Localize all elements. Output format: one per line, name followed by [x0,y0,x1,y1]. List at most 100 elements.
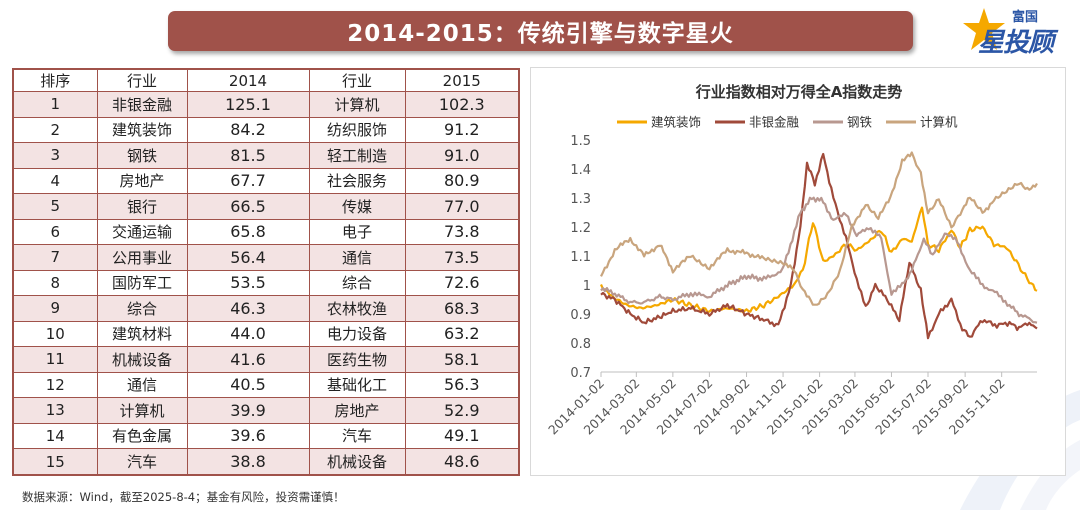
value-2015-cell: 56.3 [404,371,520,399]
series-line-2 [600,152,1038,340]
legend-label-3: 钢铁 [847,115,873,130]
table-header-row: 排序 行业 2014 行业 2015 [12,68,520,92]
table-row: 14 有色金属 39.6 汽车 49.1 [12,422,520,450]
value-2014-cell: 81.5 [186,142,310,169]
industry-2014-cell: 汽车 [96,448,188,476]
industry-2015-cell: 通信 [308,244,406,271]
value-2015-cell: 91.2 [404,116,520,144]
industry-2015-cell: 社会服务 [308,167,406,195]
industry-2014-cell: 非银金融 [96,91,188,118]
brand-logo: 富国 星投顾 [962,4,1074,58]
value-2014-cell: 46.3 [186,295,310,322]
rank-cell: 4 [12,167,98,195]
value-2015-cell: 73.8 [404,218,520,246]
rank-cell: 13 [12,397,98,424]
industry-ranking-table: 排序 行业 2014 行业 2015 1 非银金融 125.1 计算机 102.3 2 建筑… [12,68,520,476]
series-line-1 [600,206,1038,314]
legend-label-1: 建筑装饰 [651,115,701,130]
table-row: 13 计算机 39.9 房地产 52.9 [12,397,520,424]
rank-cell: 14 [12,422,98,450]
industry-2014-cell: 建筑材料 [96,320,188,348]
industry-2014-cell: 银行 [96,193,188,220]
industry-2014-cell: 通信 [96,371,188,399]
table-row: 3 钢铁 81.5 轻工制造 91.0 [12,142,520,169]
table-row: 11 机械设备 41.6 医药生物 58.1 [12,346,520,373]
value-2015-cell: 49.1 [404,422,520,450]
value-2014-cell: 38.8 [186,448,310,476]
industry-2014-cell: 综合 [96,295,188,322]
value-2014-cell: 39.9 [186,397,310,424]
value-2014-cell: 53.5 [186,269,310,297]
industry-2015-cell: 基础化工 [308,371,406,399]
table-row: 6 交通运输 65.8 电子 73.8 [12,218,520,246]
value-2015-cell: 68.3 [404,295,520,322]
value-2015-cell: 91.0 [404,142,520,169]
legend-label-4: 计算机 [920,115,958,130]
rank-cell: 15 [12,448,98,476]
value-2014-cell: 66.5 [186,193,310,220]
value-2015-cell: 52.9 [404,397,520,424]
logo-top-text: 富国 [1012,10,1039,25]
value-2014-cell: 41.6 [186,346,310,373]
industry-2015-cell: 轻工制造 [308,142,406,169]
value-2014-cell: 84.2 [186,116,310,144]
y-tick-label: 1 [583,279,591,294]
rank-cell: 3 [12,142,98,169]
rank-cell: 9 [12,295,98,322]
value-2015-cell: 72.6 [404,269,520,297]
y-tick-label: 1.2 [570,221,591,236]
industry-2014-cell: 机械设备 [96,346,188,373]
rank-cell: 12 [12,371,98,399]
table-row: 5 银行 66.5 传媒 77.0 [12,193,520,220]
chart-title: 行业指数相对万得全A指数走势 [695,83,903,101]
industry-2014-cell: 公用事业 [96,244,188,271]
star-logo-icon [963,8,1005,50]
table-row: 8 国防军工 53.5 综合 72.6 [12,269,520,297]
industry-2014-cell: 有色金属 [96,422,188,450]
header-value-2014: 2014 [186,68,310,92]
table-body: 1 非银金融 125.1 计算机 102.3 2 建筑装饰 84.2 纺织服饰 91.2 3 钢铁 81… [12,91,520,476]
header-industry-2014: 行业 [96,68,188,92]
rank-cell: 8 [12,269,98,297]
value-2015-cell: 58.1 [404,346,520,373]
table-row: 9 综合 46.3 农林牧渔 68.3 [12,295,520,322]
industry-2015-cell: 房地产 [308,397,406,424]
header-industry-2015: 行业 [308,68,406,92]
chart-panel: 行业指数相对万得全A指数走势建筑装饰 非银金融 钢铁 计算机 1.5 1.4 1.3 1.2 1… [530,67,1066,476]
value-2014-cell: 67.7 [186,167,310,195]
value-2015-cell: 48.6 [404,448,520,476]
logo-main-text: 星投顾 [978,28,1054,58]
industry-2014-cell: 计算机 [96,397,188,424]
industry-2014-cell: 房地产 [96,167,188,195]
y-tick-label: 0.7 [570,366,591,381]
rank-cell: 2 [12,116,98,144]
rank-cell: 11 [12,346,98,373]
industry-2014-cell: 钢铁 [96,142,188,169]
value-2015-cell: 63.2 [404,320,520,348]
source-note: 数据来源：Wind，截至2025-8-4；基金有风险，投资需谨慎！ [22,490,345,504]
legend-label-2: 非银金融 [749,115,800,130]
series-line-3 [600,196,1038,324]
industry-2015-cell: 传媒 [308,193,406,220]
y-tick-label: 1.4 [570,163,591,178]
table-row: 2 建筑装饰 84.2 纺织服饰 91.2 [12,116,520,144]
rank-cell: 10 [12,320,98,348]
industry-2015-cell: 电力设备 [308,320,406,348]
table-row: 10 建筑材料 44.0 电力设备 63.2 [12,320,520,348]
industry-2015-cell: 纺织服饰 [308,116,406,144]
value-2014-cell: 56.4 [186,244,310,271]
y-tick-label: 0.9 [570,308,591,323]
industry-2014-cell: 交通运输 [96,218,188,246]
y-tick-label: 1.3 [570,192,591,207]
table-row: 15 汽车 38.8 机械设备 48.6 [12,448,520,476]
value-2015-cell: 73.5 [404,244,520,271]
value-2014-cell: 39.6 [186,422,310,450]
industry-2014-cell: 国防军工 [96,269,188,297]
title-banner: 2014-2015：传统引擎与数字星火 [168,11,913,51]
rank-cell: 6 [12,218,98,246]
industry-2015-cell: 综合 [308,269,406,297]
y-tick-label: 1.1 [570,250,591,265]
value-2014-cell: 125.1 [186,91,310,118]
industry-2015-cell: 电子 [308,218,406,246]
y-tick-label: 1.5 [570,134,591,149]
